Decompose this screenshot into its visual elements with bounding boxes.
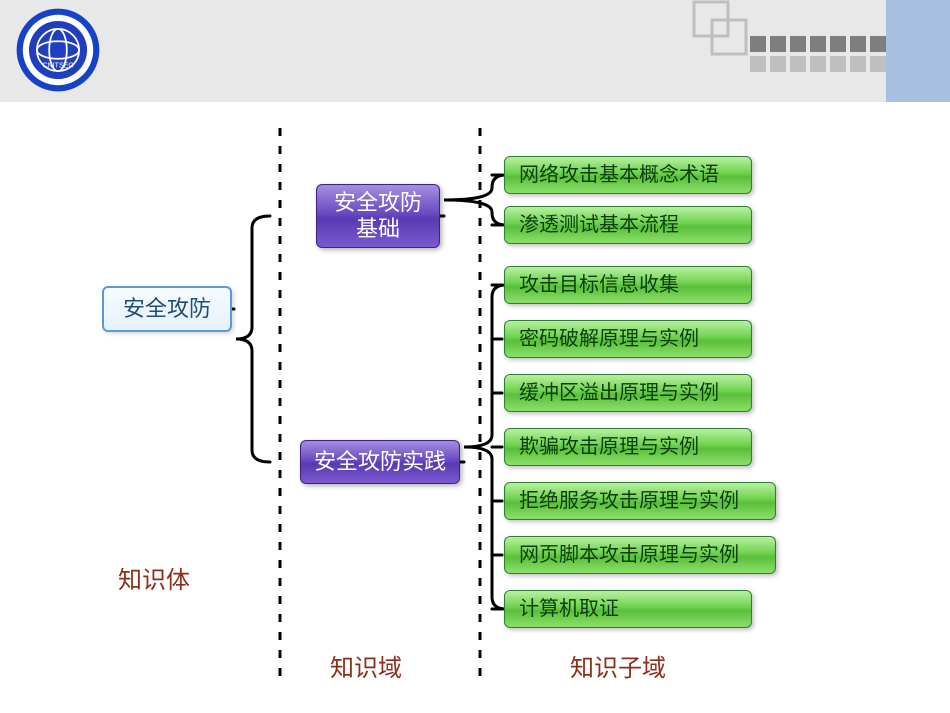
cat-label-root: 知识体: [118, 560, 190, 595]
domain-practice-label: 安全攻防实践: [314, 449, 446, 475]
leaf-forensic: 计算机取证: [504, 590, 752, 628]
cat-label-domain-text: 知识域: [330, 656, 402, 682]
brackets-overlay: [0, 0, 950, 713]
leaf-concepts-label: 网络攻击基本概念术语: [519, 163, 719, 187]
leaf-pentest: 渗透测试基本流程: [504, 206, 752, 244]
leaf-dos: 拒绝服务攻击原理与实例: [504, 482, 776, 520]
cat-label-root-text: 知识体: [118, 568, 190, 594]
leaf-overflow-label: 缓冲区溢出原理与实例: [519, 381, 719, 405]
domain-basic-label: 安全攻防 基础: [334, 190, 422, 243]
leaf-recon: 攻击目标信息收集: [504, 266, 752, 304]
header-decoration-icon: [650, 0, 950, 102]
leaf-overflow: 缓冲区溢出原理与实例: [504, 374, 752, 412]
leaf-dos-label: 拒绝服务攻击原理与实例: [519, 489, 739, 513]
root-node-label: 安全攻防: [123, 296, 211, 322]
leaf-forensic-label: 计算机取证: [519, 597, 619, 621]
leaf-pentest-label: 渗透测试基本流程: [519, 213, 679, 237]
leaf-webscript: 网页脚本攻击原理与实例: [504, 536, 776, 574]
domain-basic: 安全攻防 基础: [316, 184, 440, 248]
cat-label-domain: 知识域: [330, 648, 402, 683]
cat-label-leaf: 知识子域: [570, 648, 666, 683]
leaf-spoof-label: 欺骗攻击原理与实例: [519, 435, 699, 459]
header-strip: CNITSEC: [0, 0, 950, 102]
svg-text:CNITSEC: CNITSEC: [43, 63, 74, 70]
leaf-spoof: 欺骗攻击原理与实例: [504, 428, 752, 466]
logo-icon: CNITSEC: [14, 6, 102, 94]
leaf-concepts: 网络攻击基本概念术语: [504, 156, 752, 194]
root-node: 安全攻防: [102, 286, 232, 332]
domain-practice: 安全攻防实践: [300, 440, 460, 484]
leaf-webscript-label: 网页脚本攻击原理与实例: [519, 543, 739, 567]
leaf-password-label: 密码破解原理与实例: [519, 327, 699, 351]
leaf-recon-label: 攻击目标信息收集: [519, 273, 679, 297]
leaf-password: 密码破解原理与实例: [504, 320, 752, 358]
cat-label-leaf-text: 知识子域: [570, 656, 666, 682]
